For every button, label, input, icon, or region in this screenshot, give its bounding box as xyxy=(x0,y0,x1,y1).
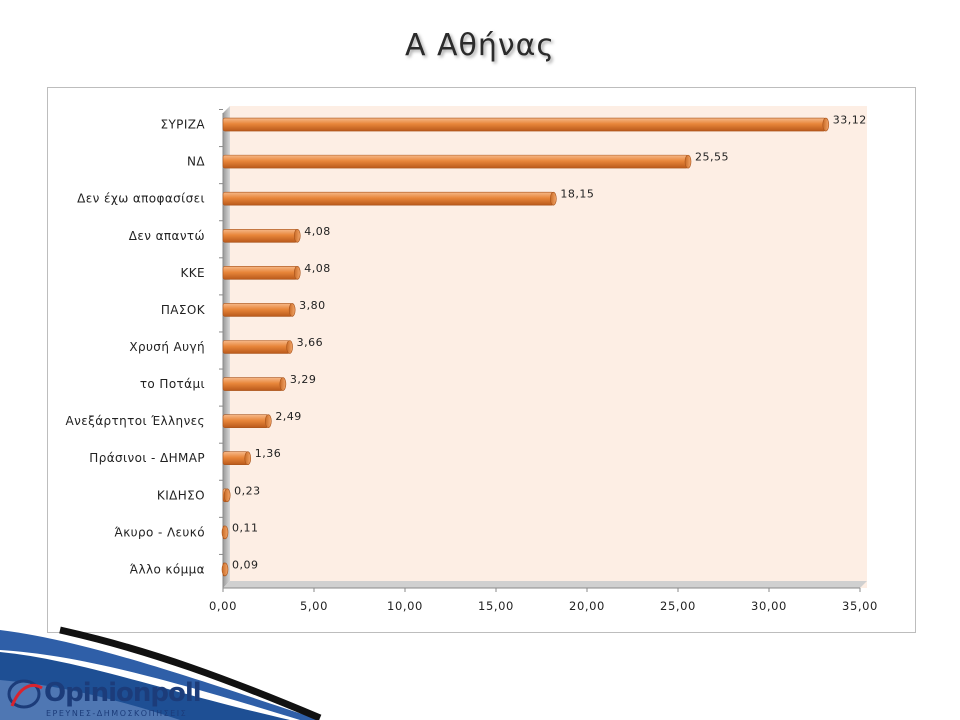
y-tick-label: Ανεξάρτητοι Έλληνες xyxy=(66,414,205,428)
y-tick-label: ΝΔ xyxy=(187,155,205,169)
data-label: 0,23 xyxy=(234,484,261,497)
plot-floor xyxy=(223,581,867,588)
bar xyxy=(222,451,249,466)
bar-end-cap xyxy=(293,228,301,243)
x-tick-label: 0,00 xyxy=(209,599,237,613)
x-tick-label: 20,00 xyxy=(569,599,605,613)
bar xyxy=(222,377,284,391)
y-tick-label: Πράσινοι - ΔΗΜΑΡ xyxy=(89,451,205,465)
y-tick-label: το Ποτάμι xyxy=(140,377,205,391)
y-tick-label: ΣΥΡΙΖΑ xyxy=(160,118,205,132)
x-tick-label: 15,00 xyxy=(478,599,514,613)
bar xyxy=(222,191,554,206)
bar-end-cap xyxy=(286,340,293,354)
y-tick-label: ΚΙΔΗΣΟ xyxy=(157,488,205,502)
y-tick-label: Δεν έχω αποφασίσει xyxy=(77,192,205,206)
data-label: 18,15 xyxy=(560,188,594,201)
data-label: 3,29 xyxy=(290,373,317,386)
y-tick-label: ΠΑΣΟΚ xyxy=(161,303,206,317)
data-label: 0,11 xyxy=(232,521,259,534)
x-tick-label: 35,00 xyxy=(842,599,878,613)
data-label: 33,12 xyxy=(833,114,867,127)
bar-end-cap xyxy=(293,266,301,280)
bar-end-cap xyxy=(221,525,229,540)
x-tick-label: 25,00 xyxy=(660,599,696,613)
bar-end-cap xyxy=(279,377,287,391)
data-label: 2,49 xyxy=(275,410,302,423)
data-label: 4,08 xyxy=(304,225,331,238)
y-tick-label: Άλλο κόμμα xyxy=(130,562,205,576)
bar-end-cap xyxy=(684,154,692,169)
data-label: 3,80 xyxy=(299,299,326,312)
bar xyxy=(222,228,298,243)
bar xyxy=(222,117,827,132)
x-tick-label: 30,00 xyxy=(751,599,787,613)
bar-end-cap xyxy=(550,191,557,206)
bar-end-cap xyxy=(244,451,252,466)
opinionpoll-logo: Opinionpoll ΕΡΕΥΝΕΣ-ΔΗΜΟΣΚΟΠΗΣΕΙΣ xyxy=(2,676,202,720)
logo-wordmark: Opinionpoll xyxy=(44,678,202,708)
x-tick-label: 5,00 xyxy=(300,599,328,613)
data-label: 1,36 xyxy=(255,447,282,460)
y-tick-label: ΚΚΕ xyxy=(180,266,205,280)
logo-mark-icon xyxy=(7,679,43,709)
logo-tagline: ΕΡΕΥΝΕΣ-ΔΗΜΟΣΚΟΠΗΣΕΙΣ xyxy=(46,709,188,718)
decorative-swoosh xyxy=(0,626,322,720)
bar xyxy=(222,154,689,169)
bar-chart: ΣΥΡΙΖΑ 33,12 ΝΔ 25,55 Δεν έχω αποφασίσει 18,1… xyxy=(66,106,878,613)
data-label: 4,08 xyxy=(304,262,331,275)
data-label: 25,55 xyxy=(695,151,729,164)
bar xyxy=(222,266,298,280)
bar xyxy=(222,414,269,428)
chart-frame: ΣΥΡΙΖΑ 33,12 ΝΔ 25,55 Δεν έχω αποφασίσει 18,1… xyxy=(47,87,916,633)
bar-end-cap xyxy=(288,303,296,317)
x-tick-label: 10,00 xyxy=(387,599,423,613)
data-label: 3,66 xyxy=(297,336,324,349)
data-label: 0,09 xyxy=(232,558,259,571)
plot-area xyxy=(230,106,867,588)
bar-end-cap xyxy=(221,562,229,577)
bar-end-cap xyxy=(822,117,830,132)
y-tick-label: Άκυρο - Λευκό xyxy=(115,525,206,539)
bar-end-cap xyxy=(265,414,272,428)
y-tick-label: Δεν απαντώ xyxy=(129,229,205,243)
bar xyxy=(222,303,293,317)
bar xyxy=(222,340,290,354)
y-tick-label: Χρυσή Αυγή xyxy=(129,340,205,354)
bar-end-cap xyxy=(223,488,231,503)
page-title: Α Αθήνας xyxy=(404,28,556,63)
